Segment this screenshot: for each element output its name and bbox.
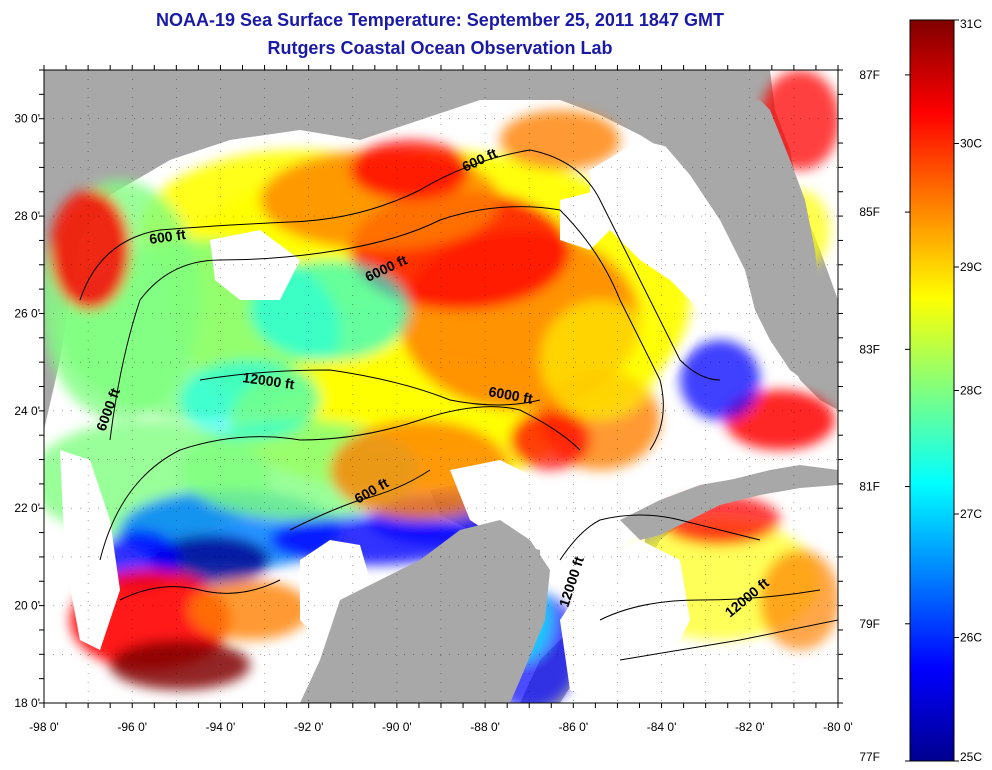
axis-labels: -98 0' -96 0' -94 0' -92 0' -90 0' -88 0' -86 … — [14, 112, 852, 734]
lon-tick-label: -90 0' — [382, 720, 412, 734]
fahrenheit-label: 87F — [859, 68, 880, 82]
lon-tick-label: -84 0' — [647, 720, 677, 734]
lat-tick-label: 22 0' — [14, 501, 40, 515]
map-subtitle: Rutgers Coastal Ocean Observation Lab — [267, 38, 613, 58]
land-overlays — [300, 100, 838, 703]
lon-tick-label: -88 0' — [470, 720, 500, 734]
colorbar — [909, 19, 955, 762]
celsius-label: 25C — [960, 750, 982, 764]
contour-label: 12000 ft — [242, 369, 296, 392]
colorbar-labels: 31C 30C 29C 28C 27C 26C 25C 87F 85F 83F 81F 79F 77F — [859, 17, 982, 764]
bathymetry-contours — [79, 149, 838, 661]
lat-tick-label: 20 0' — [14, 599, 40, 613]
contour-label: 600 ft — [148, 226, 187, 247]
fahrenheit-label: 77F — [859, 750, 880, 764]
celsius-label: 29C — [960, 260, 982, 274]
celsius-label: 30C — [960, 137, 982, 151]
lat-tick-label: 30 0' — [14, 112, 40, 126]
lon-tick-label: -80 0' — [823, 720, 853, 734]
lat-tick-label: 28 0' — [14, 209, 40, 223]
axis-ticks — [39, 65, 843, 708]
map-title: NOAA-19 Sea Surface Temperature: Septemb… — [156, 10, 724, 30]
lon-tick-label: -82 0' — [735, 720, 765, 734]
lon-tick-label: -86 0' — [559, 720, 589, 734]
cuba — [620, 468, 838, 540]
celsius-label: 26C — [960, 631, 982, 645]
lon-tick-label: -96 0' — [117, 720, 147, 734]
lon-tick-label: -92 0' — [294, 720, 324, 734]
florida-peninsula — [640, 100, 838, 390]
fahrenheit-label: 85F — [859, 205, 880, 219]
contour-label: 6000 ft — [487, 383, 534, 407]
lat-tick-label: 18 0' — [14, 696, 40, 710]
lat-tick-label: 26 0' — [14, 306, 40, 320]
yucatan-peninsula — [300, 520, 550, 703]
celsius-label: 31C — [960, 17, 982, 31]
bahamas-land — [790, 262, 815, 290]
lat-tick-label: 24 0' — [14, 404, 40, 418]
celsius-label: 28C — [960, 384, 982, 398]
fahrenheit-label: 83F — [859, 342, 880, 356]
fahrenheit-label: 81F — [859, 480, 880, 494]
celsius-label: 27C — [960, 507, 982, 521]
fahrenheit-label: 79F — [859, 617, 880, 631]
lon-tick-label: -94 0' — [206, 720, 236, 734]
lon-tick-label: -98 0' — [29, 720, 59, 734]
